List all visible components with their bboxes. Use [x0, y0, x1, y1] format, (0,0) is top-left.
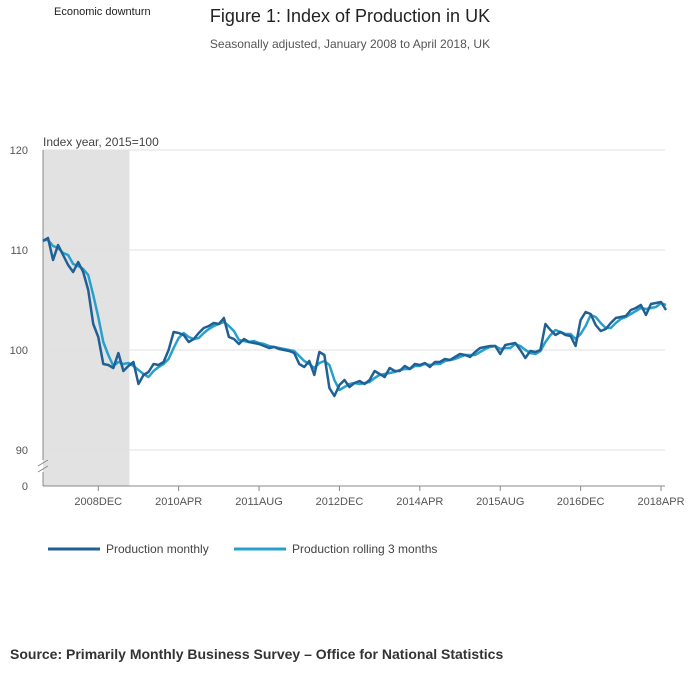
x-tick-label: 2008DEC: [74, 496, 122, 508]
axis-break-mark: [37, 459, 49, 467]
y-tick-label: 90: [16, 445, 28, 457]
y-axis-label: Index year, 2015=100: [43, 135, 159, 149]
downturn-shaded-region: [43, 150, 130, 486]
x-tick-label: 2010APR: [155, 496, 202, 508]
axis-break-mark: [37, 465, 49, 473]
x-tick-label: 2018APR: [637, 496, 684, 508]
series-line-monthly: [42, 236, 668, 398]
y-tick-label: 110: [10, 245, 28, 257]
x-tick-label: 2014APR: [396, 496, 443, 508]
x-tick-label: 2012DEC: [316, 496, 364, 508]
downturn-label: Economic downturn: [54, 6, 151, 18]
y-tick-label: 0: [22, 481, 28, 493]
source-note: Source: Primarily Monthly Business Surve…: [10, 646, 504, 662]
x-tick-label: 2011AUG: [235, 496, 283, 508]
y-tick-label: 100: [10, 345, 28, 357]
chart-title: Figure 1: Index of Production in UK: [209, 6, 491, 26]
legend-label-rolling: Production rolling 3 months: [292, 542, 437, 556]
x-tick-label: 2015AUG: [476, 496, 524, 508]
y-tick-label: 120: [10, 145, 28, 157]
series-line-rolling: [43, 238, 667, 392]
x-tick-label: 2016DEC: [557, 496, 605, 508]
legend-label-monthly: Production monthly: [106, 542, 209, 556]
chart-subtitle: Seasonally adjusted, January 2008 to Apr…: [209, 37, 491, 51]
